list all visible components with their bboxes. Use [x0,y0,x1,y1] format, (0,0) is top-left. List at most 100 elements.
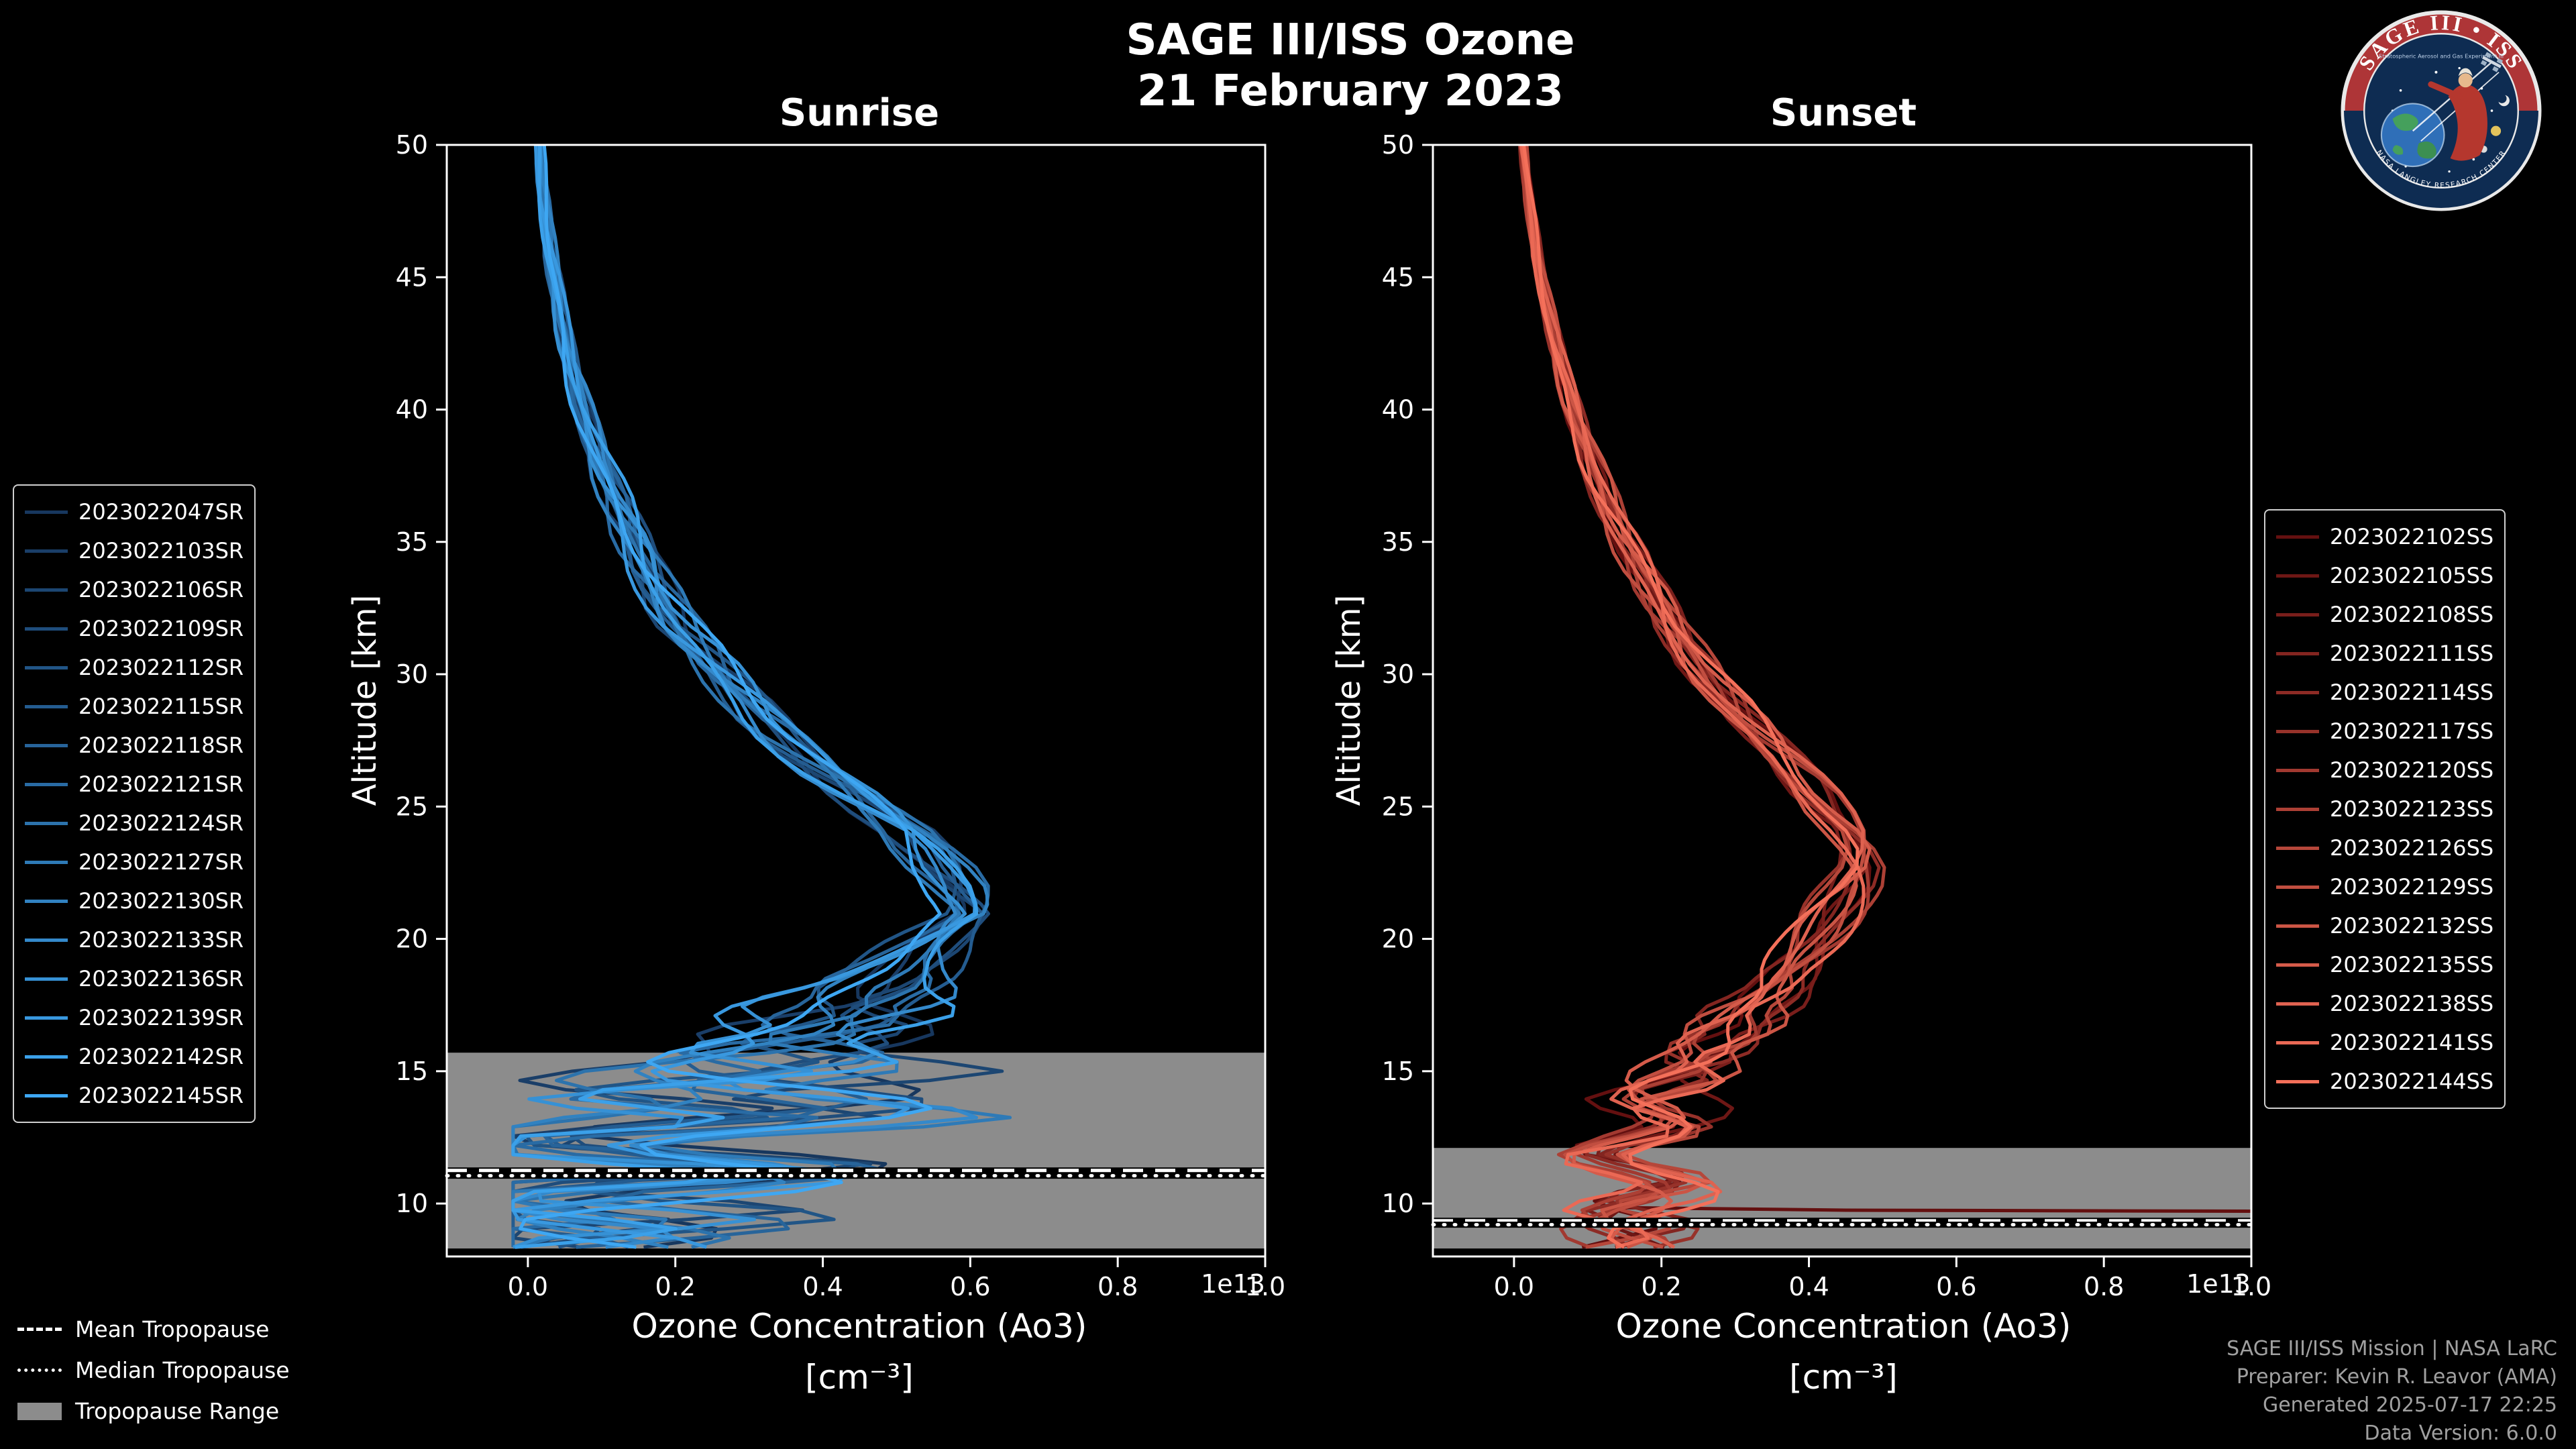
legend-item: 2023022138SS [2276,984,2493,1023]
legend-item: 2023022120SS [2276,751,2493,790]
legend-label: 2023022103SR [78,538,244,564]
legend-line-swatch [25,1016,68,1020]
legend-item: 2023022114SS [2276,673,2493,712]
legend-label: 2023022129SS [2330,874,2494,900]
legend-line-swatch [25,860,68,864]
legend-item: 2023022139SR [25,998,244,1037]
series-2023022130SR [511,145,989,1249]
dashed-line-swatch [17,1328,62,1331]
legend-item: 2023022127SR [25,843,244,881]
legend-label: 2023022130SR [78,888,244,914]
x-tick-label: 0.6 [1936,1272,1976,1301]
legend-label: 2023022142SR [78,1044,244,1069]
preparer-credit: Preparer: Kevin R. Leavor (AMA) [2236,1365,2557,1389]
sunrise-y-axis-label: Altitude [km] [346,594,384,806]
legend-line-swatch [25,1093,68,1097]
legend-line-swatch [25,510,68,514]
series-2023022121SR [511,145,990,1248]
plot-frame [1432,144,2253,1258]
legend-item: 2023022144SS [2276,1062,2493,1101]
legend-item: 2023022118SR [25,726,244,765]
panel-sunset: 10 15 20 25 30 35 40 45 50 0.0 0.2 0.4 0.6 0.8 1.0 [1382,130,2272,1301]
legend-item: 2023022145SR [25,1076,244,1115]
legend-line-swatch [25,743,68,747]
x-tick-label: 1.0 [1245,1272,1285,1301]
series-2023022141SS [1520,145,1866,1249]
legend-item: 2023022123SS [2276,790,2493,828]
y-tick-label: 15 [396,1057,428,1086]
earth-globe [2380,103,2445,168]
mean-tropopause-label: Mean Tropopause [75,1316,270,1342]
sunset-x-axis-units: [cm⁻³] [1789,1358,1898,1397]
y-tick-label: 10 [1382,1189,1414,1218]
x-tick-label: 0.8 [2084,1272,2124,1301]
y-tick-label: 35 [1382,527,1414,557]
legend-label: 2023022117SS [2330,718,2494,744]
legend-line-swatch [2276,885,2319,889]
legend-line-swatch [25,782,68,786]
sunrise-x-axis-units: [cm⁻³] [805,1358,914,1397]
series-2023022145SR [519,145,942,1249]
legend-item: 2023022124SR [25,804,244,843]
series-2023022135SS [1520,145,1872,1248]
legend-label: 2023022126SS [2330,835,2494,861]
legend-label: 2023022145SR [78,1083,244,1108]
x-tick-label: 0.8 [1097,1272,1138,1301]
logo-bottom-band [2344,110,2538,208]
sunrise-legend: 2023022047SR 2023022103SR 2023022106SR 2023… [13,484,256,1123]
dotted-line-swatch [17,1368,62,1372]
legend-line-swatch [2276,651,2319,655]
y-tick-label: 20 [1382,924,1414,954]
y-tick-label: 50 [396,130,428,160]
legend-line-swatch [25,938,68,942]
legend-line-swatch [2276,924,2319,928]
sage-iii-iss-logo: SAGE III • ISS Stratospheric Aerosol and… [2341,10,2542,211]
title-line-1: SAGE III/ISS Ozone [1126,15,1575,65]
legend-label: 2023022112SR [78,655,244,680]
legend-label: 2023022132SS [2330,913,2494,938]
gray-patch-swatch [17,1402,62,1420]
legend-label: 2023022102SS [2330,524,2494,549]
mission-credit: SAGE III/ISS Mission | NASA LaRC [2226,1337,2557,1360]
y-tick-label: 35 [396,527,428,557]
y-tick-label: 25 [396,792,428,821]
legend-item: 2023022115SR [25,687,244,726]
x-tick-label: 0.6 [950,1272,990,1301]
legend-item: 2023022112SR [25,648,244,687]
legend-label: 2023022109SR [78,616,244,641]
tropopause-legend: Mean Tropopause Median Tropopause Tropop… [17,1316,290,1424]
legend-item: 2023022129SS [2276,867,2493,906]
legend-line-swatch [25,977,68,981]
legend-label: 2023022141SS [2330,1030,2494,1055]
x-tick-label: 0.0 [1494,1272,1534,1301]
legend-label: 2023022138SS [2330,991,2494,1016]
sunset-panel-title: Sunset [1770,91,1917,135]
y-tick-label: 10 [396,1189,428,1218]
legend-label: 2023022118SR [78,733,244,758]
legend-label: 2023022127SR [78,849,244,875]
legend-line-swatch [2276,768,2319,772]
median-tropopause-label: Median Tropopause [75,1357,290,1383]
legend-label: 2023022115SR [78,694,244,719]
legend-label: 2023022124SR [78,810,244,836]
legend-label: 2023022105SS [2330,563,2494,588]
y-tick-label: 30 [1382,659,1414,689]
legend-line-swatch [2276,612,2319,616]
legend-label: 2023022120SS [2330,757,2494,783]
sunrise-x-axis-label: Ozone Concentration (Ao3) [631,1307,1087,1346]
sunrise-panel-title: Sunrise [779,91,940,135]
legend-item: 2023022126SS [2276,828,2493,867]
legend-line-swatch [2276,729,2319,733]
legend-label: 2023022133SR [78,927,244,953]
legend-line-swatch [2276,1002,2319,1006]
series-2023022142SR [511,145,979,1249]
legend-item: 2023022111SS [2276,634,2493,673]
y-tick-label: 45 [396,262,428,292]
y-tick-label: 40 [1382,395,1414,425]
x-tick-label: 0.2 [1642,1272,1682,1301]
legend-label: 2023022139SR [78,1005,244,1030]
sunset-y-axis-label: Altitude [km] [1330,594,1368,806]
legend-item: 2023022132SS [2276,906,2493,945]
legend-item: 2023022142SR [25,1037,244,1076]
